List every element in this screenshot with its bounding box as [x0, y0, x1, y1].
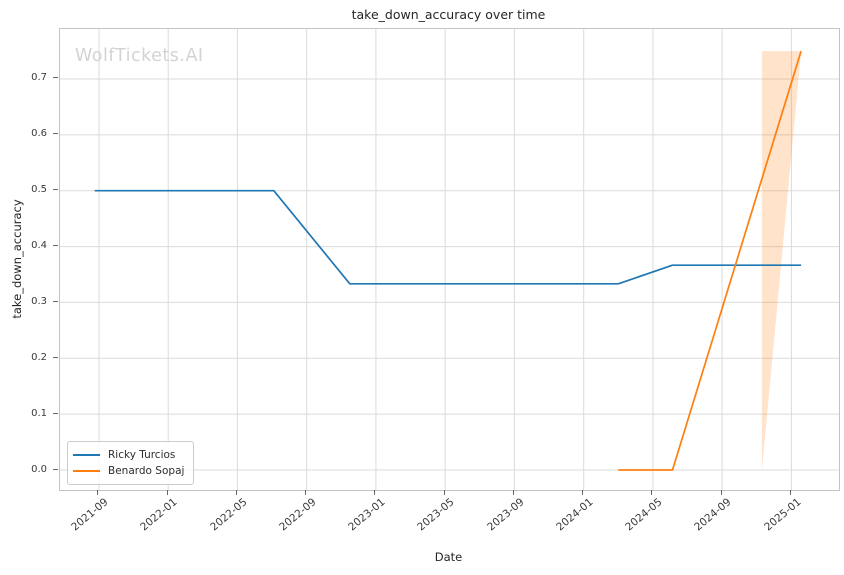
line-swatch-icon	[73, 454, 100, 456]
legend-label: Benardo Sopaj	[108, 465, 185, 477]
line-swatch-icon	[73, 470, 100, 472]
y-tick-mark	[53, 77, 58, 79]
y-tick-mark	[53, 245, 58, 247]
x-tick-mark	[720, 490, 722, 495]
x-tick-mark	[443, 490, 445, 495]
x-tick-mark	[166, 490, 168, 495]
x-tick-mark	[374, 490, 376, 495]
y-tick-label: 0.6	[31, 128, 47, 140]
y-tick-label: 0.0	[31, 463, 47, 475]
y-tick-label: 0.3	[31, 295, 47, 307]
chart-title: take_down_accuracy over time	[351, 7, 546, 22]
y-tick-mark	[53, 300, 58, 302]
x-tick-text: 2022-05	[207, 496, 250, 534]
plot-canvas	[60, 29, 839, 490]
y-tick-label: 0.7	[31, 72, 47, 84]
x-tick-mark	[651, 490, 653, 495]
x-tick-mark	[789, 490, 791, 495]
x-tick-mark	[235, 490, 237, 495]
x-tick-text: 2022-01	[138, 496, 180, 534]
y-tick-mark	[53, 356, 58, 358]
watermark: WolfTickets.AI	[75, 46, 204, 66]
x-tick-mark	[582, 490, 584, 495]
y-tick-mark	[53, 412, 58, 414]
legend-entry-benardo-sopaj: Benardo Sopaj	[73, 463, 184, 479]
legend-label: Ricky Turcios	[108, 449, 176, 461]
x-tick-mark	[512, 490, 514, 495]
y-tick-mark	[53, 133, 58, 135]
y-tick-label: 0.5	[31, 184, 47, 196]
x-tick-mark	[305, 490, 307, 495]
confidence-band	[761, 51, 802, 470]
x-tick-text: 2023-09	[484, 496, 527, 534]
y-tick-label: 0.4	[31, 240, 47, 252]
x-tick-text: 2023-05	[415, 496, 457, 534]
y-tick-label: 0.1	[31, 407, 47, 419]
x-tick-mark	[97, 490, 99, 495]
plot-area: Ricky Turcios Benardo Sopaj	[59, 28, 840, 491]
x-tick-text: 2024-05	[623, 496, 665, 534]
x-tick-text: 2022-09	[277, 496, 319, 534]
x-tick-text: 2025-01	[761, 496, 804, 534]
x-tick-text: 2024-09	[692, 496, 734, 534]
x-tick-text: 2023-01	[346, 496, 388, 534]
y-tick-label: 0.2	[31, 351, 47, 363]
x-tick-text: 2024-01	[554, 496, 596, 534]
x-axis-label: Date	[434, 550, 463, 564]
legend-entry-ricky-turcios: Ricky Turcios	[73, 447, 184, 463]
y-tick-mark	[53, 468, 58, 470]
series-line-1	[618, 50, 802, 471]
y-tick-mark	[53, 189, 58, 191]
x-tick-text: 2021-09	[69, 496, 111, 534]
legend: Ricky Turcios Benardo Sopaj	[67, 441, 195, 485]
series-line-0	[94, 189, 802, 285]
